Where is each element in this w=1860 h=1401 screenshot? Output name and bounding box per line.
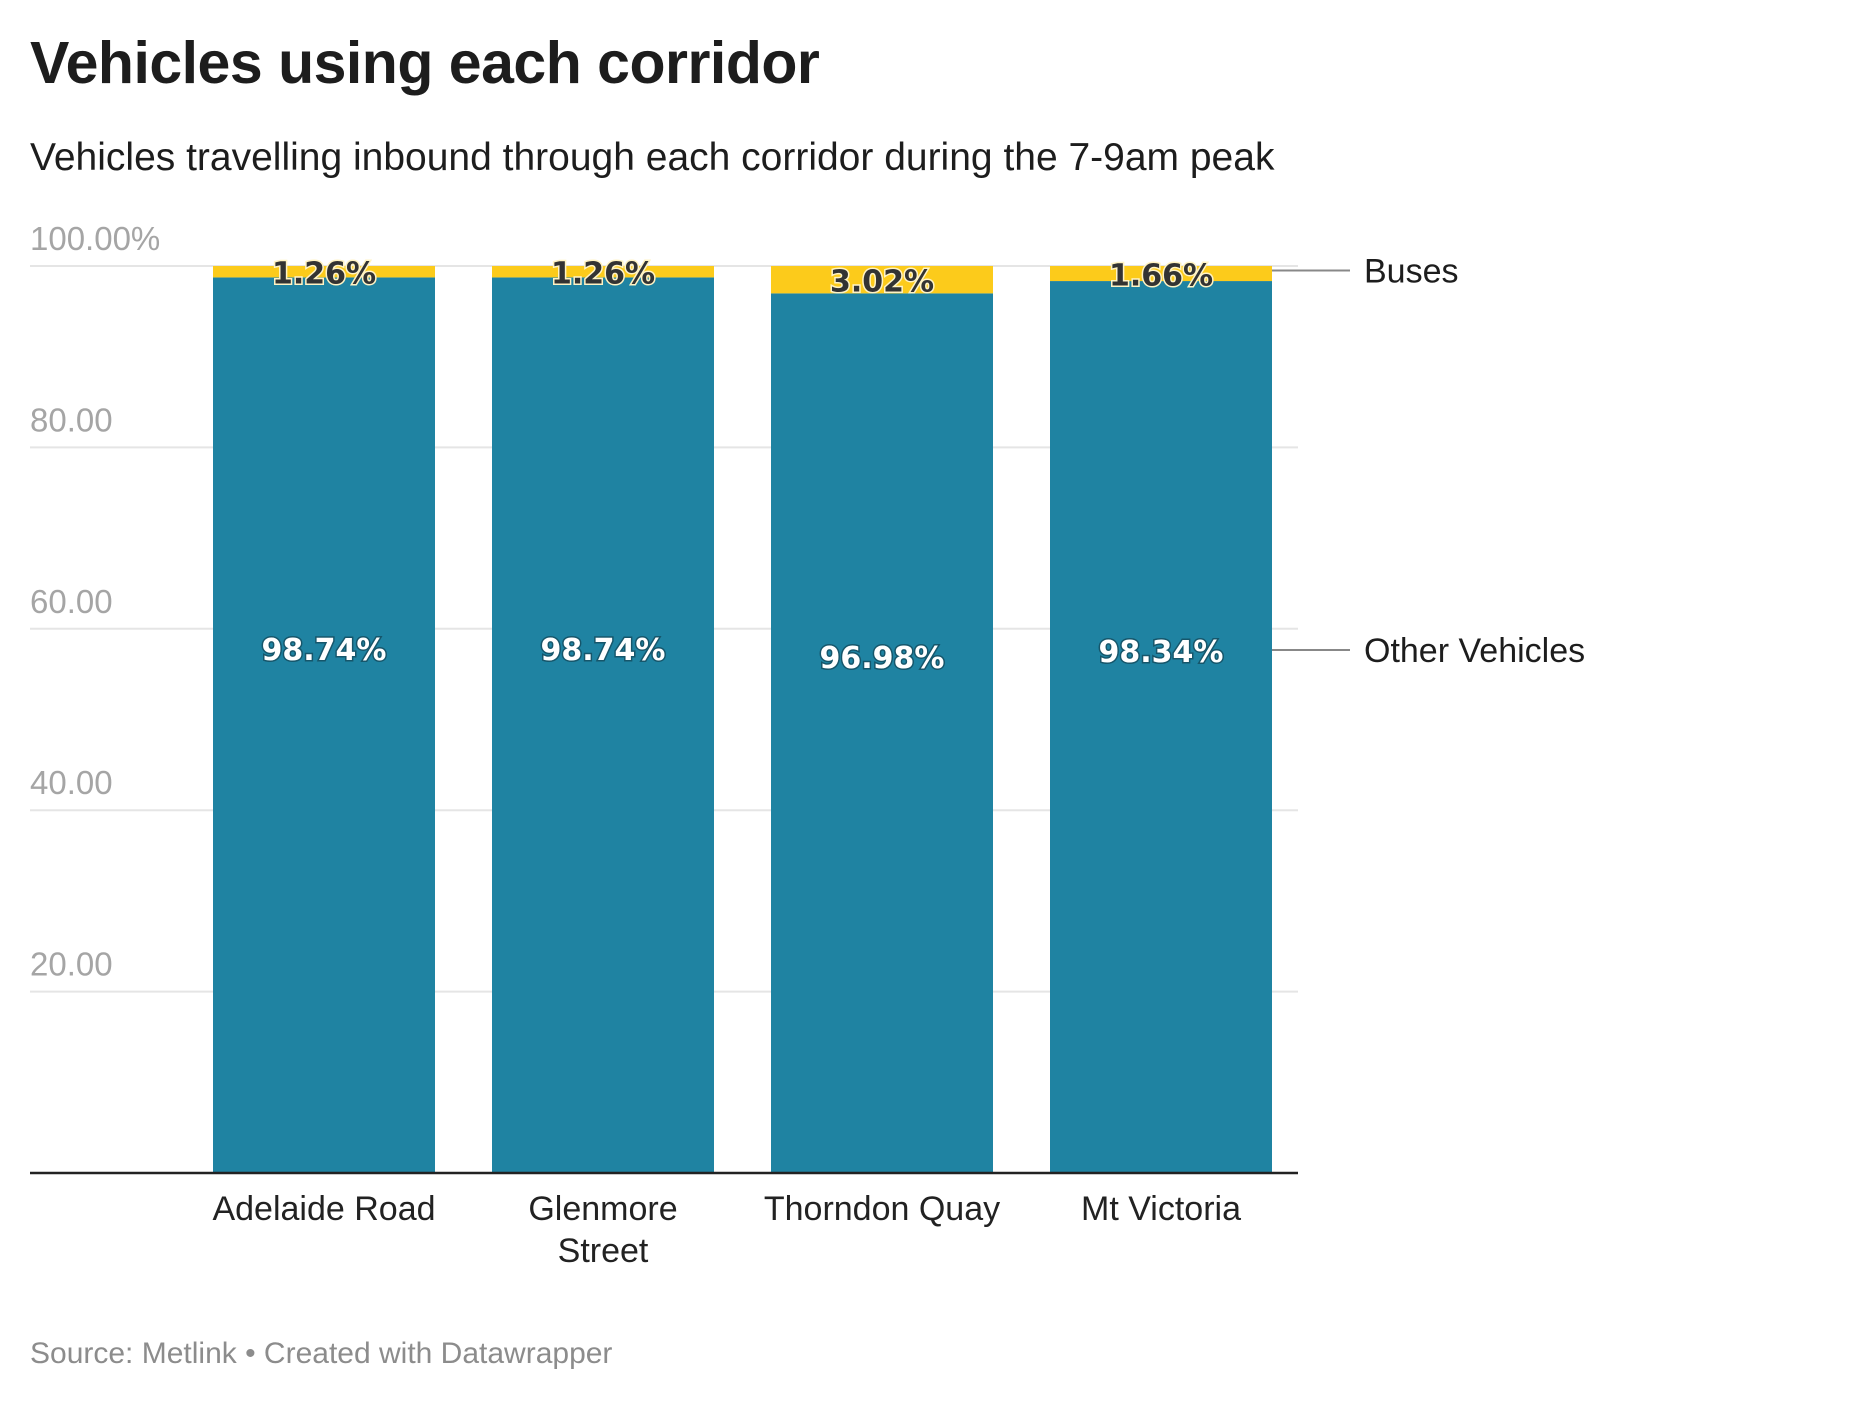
bar-other-vehicles bbox=[771, 293, 993, 1174]
x-category-label: Adelaide Road bbox=[212, 1190, 435, 1228]
bars bbox=[213, 266, 1272, 1174]
value-label-other-vehicles: 96.98% bbox=[820, 641, 945, 676]
bar-buses bbox=[492, 266, 714, 278]
chart-source-footer: Source: Metlink • Created with Datawrapp… bbox=[30, 1337, 613, 1370]
value-label-buses: 3.02% bbox=[830, 265, 934, 300]
bar-other-vehicles bbox=[213, 277, 435, 1173]
x-category-label: Thorndon Quay bbox=[764, 1190, 1000, 1228]
y-tick-label: 20.00 bbox=[30, 946, 113, 983]
y-tick-label: 100.00% bbox=[30, 220, 160, 257]
x-axis-category-labels: Adelaide Road Glenmore Street Thorndon Quay… bbox=[212, 1190, 1241, 1270]
y-tick-label: 60.00 bbox=[30, 583, 113, 620]
bar-buses bbox=[213, 266, 435, 278]
bar-other-vehicles bbox=[1050, 281, 1272, 1173]
value-label-buses: 1.66% bbox=[1109, 259, 1213, 294]
y-tick-label: 40.00 bbox=[30, 764, 113, 801]
value-label-other-vehicles: 98.34% bbox=[1099, 635, 1224, 670]
legend-label: Buses bbox=[1364, 253, 1459, 291]
value-labels: 98.74% 1.26% 98.74% 1.26% 96.98% 3.02% 98.34% 1… bbox=[260, 255, 1225, 677]
x-category-label: Mt Victoria bbox=[1081, 1190, 1241, 1228]
chart-subtitle: Vehicles travelling inbound through each… bbox=[30, 136, 1275, 179]
chart-title: Vehicles using each corridor bbox=[30, 30, 820, 96]
legend: Buses Other Vehicles bbox=[1272, 253, 1585, 670]
value-label-other-vehicles: 98.74% bbox=[262, 633, 387, 668]
y-tick-label: 80.00 bbox=[30, 401, 113, 438]
value-label-other-vehicles: 98.74% bbox=[541, 633, 666, 668]
x-category-label: Glenmore Street bbox=[528, 1190, 677, 1270]
bar-buses bbox=[771, 266, 993, 294]
value-label-buses: 1.26% bbox=[272, 257, 376, 292]
y-axis-tick-labels: 100.00% 80.00 60.00 40.00 20.00 bbox=[30, 220, 160, 983]
value-label-buses: 1.26% bbox=[551, 257, 655, 292]
bar-buses bbox=[1050, 266, 1272, 282]
bar-other-vehicles bbox=[492, 277, 714, 1173]
legend-label: Other Vehicles bbox=[1364, 632, 1585, 670]
